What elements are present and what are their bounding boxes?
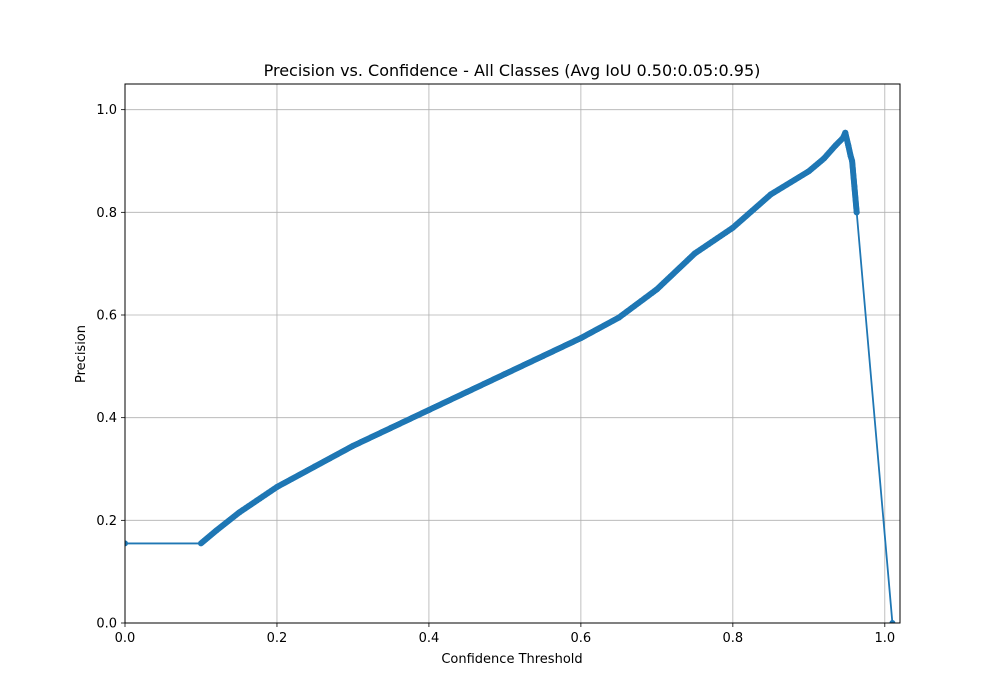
x-axis-label: Confidence Threshold	[441, 652, 582, 667]
series-markers	[125, 129, 896, 623]
y-tick-label: 0.2	[96, 514, 117, 529]
x-tick-label: 0.4	[419, 631, 440, 646]
grid-lines	[124, 84, 900, 624]
y-tick-label: 0.8	[96, 206, 117, 221]
y-tick-label: 0.0	[96, 617, 117, 632]
data-point	[853, 209, 860, 216]
y-tick-label: 0.4	[96, 411, 117, 426]
series-group	[125, 129, 896, 623]
y-axis-label: Precision	[74, 325, 89, 383]
x-tick-label: 0.6	[571, 631, 592, 646]
x-axis-ticks: 0.0 0.2 0.4 0.6 0.8 1.0	[115, 623, 895, 646]
y-axis-ticks: 0.0 0.2 0.4 0.6 0.8 1.0	[96, 103, 125, 632]
x-tick-label: 1.0	[874, 631, 895, 646]
data-point	[125, 540, 128, 547]
y-tick-label: 1.0	[96, 103, 117, 118]
y-tick-label: 0.6	[96, 309, 117, 324]
data-point	[889, 620, 896, 623]
x-tick-label: 0.2	[267, 631, 288, 646]
x-tick-label: 0.0	[115, 631, 136, 646]
series-line	[125, 131, 894, 623]
plot-frame	[124, 83, 901, 624]
chart-title: Precision vs. Confidence - All Classes (…	[264, 61, 761, 80]
x-tick-label: 0.8	[722, 631, 743, 646]
